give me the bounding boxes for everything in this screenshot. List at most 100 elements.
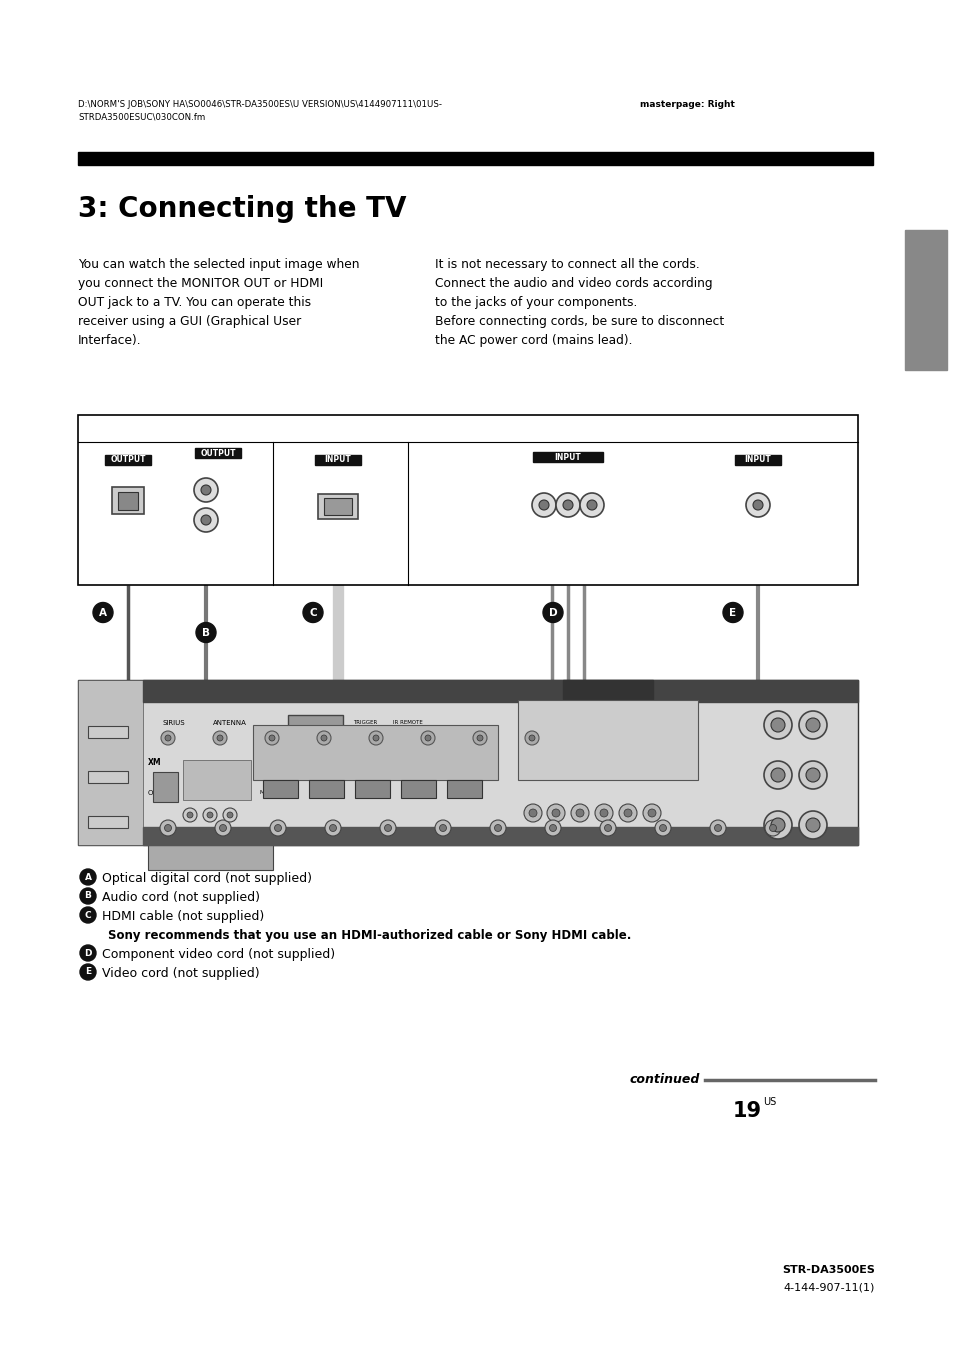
Text: PHONO: PHONO xyxy=(152,840,171,845)
Circle shape xyxy=(549,825,556,832)
Bar xyxy=(118,491,138,510)
Circle shape xyxy=(214,819,231,836)
Circle shape xyxy=(763,761,791,788)
Circle shape xyxy=(183,809,196,822)
Circle shape xyxy=(473,730,486,745)
Bar xyxy=(152,772,178,802)
Circle shape xyxy=(203,809,216,822)
Bar xyxy=(78,680,857,845)
Circle shape xyxy=(562,500,573,510)
Circle shape xyxy=(160,819,175,836)
Circle shape xyxy=(524,730,538,745)
Text: IR REMOTE: IR REMOTE xyxy=(393,720,422,725)
Circle shape xyxy=(546,805,564,822)
Bar xyxy=(88,771,128,783)
Bar xyxy=(143,680,857,702)
Bar xyxy=(447,780,481,798)
Circle shape xyxy=(316,730,331,745)
Circle shape xyxy=(647,809,656,817)
Circle shape xyxy=(618,805,637,822)
Circle shape xyxy=(763,711,791,738)
Text: HDMI: HDMI xyxy=(363,757,386,767)
Circle shape xyxy=(529,734,535,741)
Text: IMPEDA: IMPEDA xyxy=(799,840,817,845)
Text: Video cord (not supplied): Video cord (not supplied) xyxy=(102,967,259,980)
Text: STR-DA3500ES: STR-DA3500ES xyxy=(781,1265,874,1274)
Text: D: D xyxy=(548,608,557,617)
Circle shape xyxy=(763,811,791,838)
Circle shape xyxy=(270,819,286,836)
Bar xyxy=(533,452,602,462)
Text: B: B xyxy=(202,628,210,637)
Text: INPUT: INPUT xyxy=(324,455,351,464)
Circle shape xyxy=(195,622,215,643)
Bar xyxy=(253,725,497,780)
Text: TV: TV xyxy=(329,840,335,845)
Text: DIGITAL
OPTICAL: DIGITAL OPTICAL xyxy=(113,472,142,486)
Circle shape xyxy=(219,825,226,832)
Bar xyxy=(88,815,128,828)
Text: COMPONENT VIDEO: COMPONENT VIDEO xyxy=(533,470,601,477)
Circle shape xyxy=(207,811,213,818)
Circle shape xyxy=(476,734,482,741)
Circle shape xyxy=(490,819,505,836)
Text: Optical digital cord (not supplied): Optical digital cord (not supplied) xyxy=(102,872,312,886)
Text: 3: Connecting the TV: 3: Connecting the TV xyxy=(78,194,406,223)
Circle shape xyxy=(165,734,171,741)
Text: OUTPUT: OUTPUT xyxy=(111,455,146,464)
Text: COMPONENT VIDEO: COMPONENT VIDEO xyxy=(573,757,641,764)
Text: TV: TV xyxy=(460,429,475,439)
Text: MONITOR: MONITOR xyxy=(260,790,286,795)
Circle shape xyxy=(92,602,112,622)
Text: HDMI: HDMI xyxy=(326,472,349,482)
Bar xyxy=(355,780,390,798)
Text: Getting Started: Getting Started xyxy=(919,246,931,355)
Text: IN 3: IN 3 xyxy=(366,786,377,791)
Text: MULTI CHANNEL INPUT: MULTI CHANNEL INPUT xyxy=(681,840,737,845)
Text: 4-144-907-11(1): 4-144-907-11(1) xyxy=(782,1282,874,1293)
Circle shape xyxy=(770,718,784,732)
Circle shape xyxy=(529,809,537,817)
Text: Y   Pb/Cb  Pr/Cr: Y Pb/Cb Pr/Cr xyxy=(543,478,591,483)
Circle shape xyxy=(80,945,96,961)
Circle shape xyxy=(274,825,281,832)
Text: L: L xyxy=(220,485,224,494)
Circle shape xyxy=(193,508,218,532)
Bar xyxy=(78,414,857,585)
Bar xyxy=(562,680,652,702)
Circle shape xyxy=(424,734,431,741)
Circle shape xyxy=(373,734,378,741)
Circle shape xyxy=(213,730,227,745)
Circle shape xyxy=(320,734,327,741)
Text: SAT: SAT xyxy=(388,840,396,845)
Text: ZONE 3: ZONE 3 xyxy=(594,693,620,698)
Text: OUTPUT: OUTPUT xyxy=(200,448,235,458)
Circle shape xyxy=(193,478,218,502)
Text: continued: continued xyxy=(629,1073,700,1085)
Circle shape xyxy=(201,485,211,495)
Text: MD/TAPE: MD/TAPE xyxy=(271,840,292,845)
Circle shape xyxy=(805,718,820,732)
Bar xyxy=(734,455,781,464)
Circle shape xyxy=(187,811,193,818)
Text: BD: BD xyxy=(505,840,512,845)
Text: TRIGGER
OUT: TRIGGER OUT xyxy=(353,720,376,730)
Circle shape xyxy=(764,819,781,836)
Text: VIDEO: VIDEO xyxy=(744,472,771,482)
Circle shape xyxy=(709,819,725,836)
Circle shape xyxy=(532,493,556,517)
Circle shape xyxy=(642,805,660,822)
Bar xyxy=(78,153,872,165)
Text: HDMI cable (not supplied): HDMI cable (not supplied) xyxy=(102,910,264,923)
Text: 19: 19 xyxy=(732,1102,761,1120)
Text: VIDEO 1: VIDEO 1 xyxy=(563,840,584,845)
Text: It is not necessary to connect all the cords.
Connect the audio and video cords : It is not necessary to connect all the c… xyxy=(435,258,723,347)
Circle shape xyxy=(227,811,233,818)
Circle shape xyxy=(164,825,172,832)
Circle shape xyxy=(595,805,613,822)
Bar xyxy=(148,845,273,869)
Text: IN 4: IN 4 xyxy=(320,786,331,791)
Circle shape xyxy=(538,500,548,510)
Circle shape xyxy=(544,819,560,836)
Circle shape xyxy=(659,825,666,832)
